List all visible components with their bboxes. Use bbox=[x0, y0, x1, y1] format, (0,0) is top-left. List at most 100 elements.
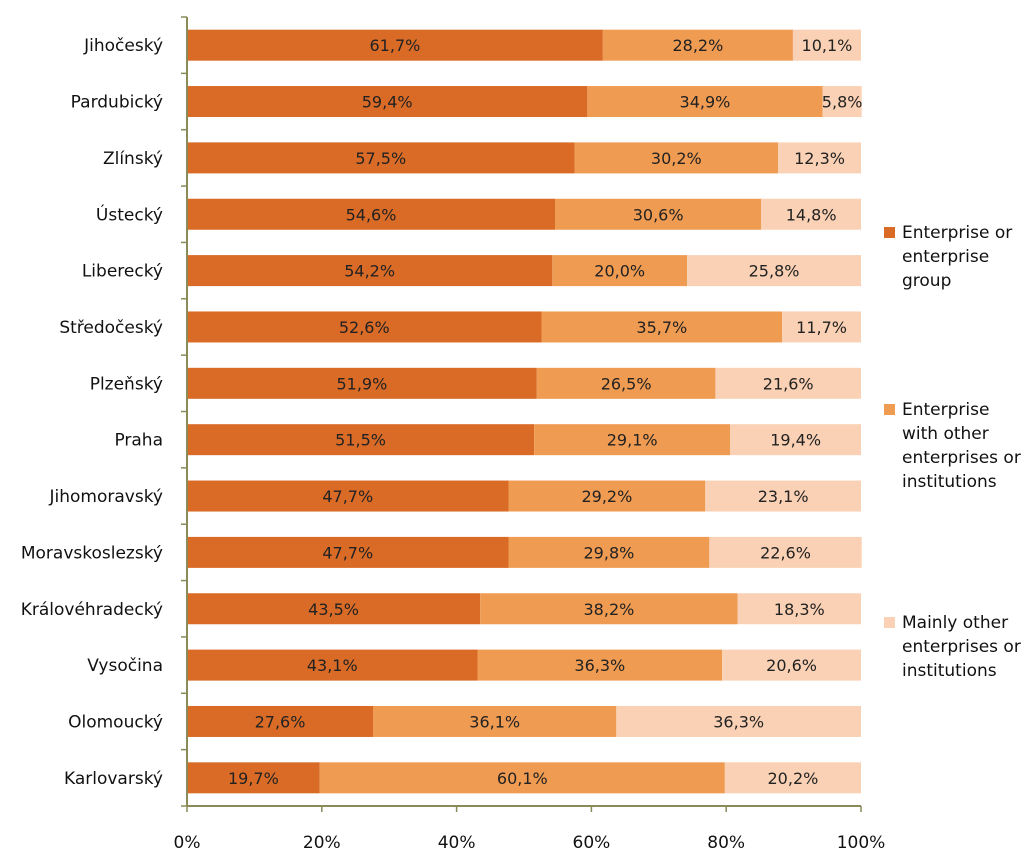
data-label: 35,7% bbox=[636, 318, 687, 337]
category-label: Jihočeský bbox=[83, 36, 163, 56]
legend-entry-text: institutions bbox=[902, 472, 997, 492]
bar-segment bbox=[709, 536, 862, 568]
bar-segment bbox=[187, 198, 556, 230]
data-label: 28,2% bbox=[672, 36, 723, 55]
data-label: 38,2% bbox=[584, 600, 635, 619]
data-label: 30,2% bbox=[651, 149, 702, 168]
category-label: Karlovarský bbox=[64, 769, 163, 789]
bar-segment bbox=[705, 480, 861, 512]
bar-segment bbox=[187, 649, 478, 681]
data-label: 36,1% bbox=[469, 712, 520, 731]
legend-swatch bbox=[884, 617, 895, 628]
bar-segment bbox=[778, 142, 861, 174]
legend-entry-text: enterprises or bbox=[902, 448, 1021, 468]
data-label: 30,6% bbox=[633, 205, 684, 224]
category-label: Pardubický bbox=[71, 93, 163, 113]
data-label: 47,7% bbox=[322, 487, 373, 506]
data-label: 60,1% bbox=[497, 769, 548, 788]
category-label: Jihomoravský bbox=[49, 487, 164, 507]
data-label: 14,8% bbox=[786, 205, 837, 224]
bar-segment bbox=[602, 29, 793, 61]
bar-segment bbox=[187, 593, 481, 625]
bar-segment bbox=[187, 29, 603, 61]
data-label: 23,1% bbox=[758, 487, 809, 506]
data-label: 36,3% bbox=[713, 712, 764, 731]
data-label: 36,3% bbox=[574, 656, 625, 675]
bar-segment bbox=[187, 705, 374, 737]
bar-segment bbox=[687, 255, 861, 287]
bar-segment bbox=[187, 255, 553, 287]
data-label: 10,1% bbox=[802, 36, 853, 55]
legend-entry-text: enterprise bbox=[902, 247, 989, 267]
bar-segment bbox=[792, 29, 861, 61]
data-label: 51,9% bbox=[336, 374, 387, 393]
x-tick-label: 20% bbox=[303, 833, 341, 853]
category-label: Olomoucký bbox=[68, 712, 163, 732]
data-label: 20,2% bbox=[768, 769, 819, 788]
category-label: Liberecký bbox=[82, 262, 163, 282]
bar-segment bbox=[508, 480, 706, 512]
data-label: 47,7% bbox=[322, 543, 373, 562]
data-label: 19,4% bbox=[770, 431, 821, 450]
bar-segment bbox=[730, 424, 861, 456]
data-label: 26,5% bbox=[601, 374, 652, 393]
legend-entry-text: institutions bbox=[902, 661, 997, 681]
data-label: 20,6% bbox=[766, 656, 817, 675]
category-label: Moravskoslezský bbox=[21, 543, 163, 563]
bar-segment bbox=[715, 367, 861, 399]
bar-segment bbox=[616, 705, 861, 737]
legend-swatch bbox=[884, 404, 895, 415]
x-tick-label: 60% bbox=[573, 833, 611, 853]
bar-segment bbox=[761, 198, 861, 230]
data-label: 29,1% bbox=[607, 431, 658, 450]
data-label: 34,9% bbox=[680, 93, 731, 112]
bar-segment bbox=[187, 86, 588, 118]
bar-segment bbox=[737, 593, 861, 625]
x-tick-label: 0% bbox=[174, 833, 201, 853]
data-label: 52,6% bbox=[339, 318, 390, 337]
bar-segment bbox=[534, 424, 731, 456]
legend-entry-text: enterprises or bbox=[902, 637, 1021, 657]
bar-segment bbox=[187, 536, 509, 568]
bar-segment bbox=[477, 649, 723, 681]
bar-segment bbox=[373, 705, 617, 737]
bar-segment bbox=[187, 424, 535, 456]
legend-entry-text: with other bbox=[902, 424, 989, 444]
data-label: 43,5% bbox=[308, 600, 359, 619]
category-label: Vysočina bbox=[87, 656, 163, 676]
data-label: 29,2% bbox=[581, 487, 632, 506]
data-label: 20,0% bbox=[594, 262, 645, 281]
data-label: 54,6% bbox=[346, 205, 397, 224]
legend-entry-text: Enterprise or bbox=[902, 223, 1012, 243]
bar-segment bbox=[187, 762, 320, 794]
data-label: 51,5% bbox=[335, 431, 386, 450]
bar-segment bbox=[552, 255, 688, 287]
data-label: 19,7% bbox=[228, 769, 279, 788]
bar-segment bbox=[822, 86, 862, 118]
data-label: 43,1% bbox=[307, 656, 358, 675]
category-label: Ústecký bbox=[96, 203, 163, 225]
legend-entry-text: Enterprise bbox=[902, 400, 989, 420]
legend-entry-text: Mainly other bbox=[902, 613, 1008, 633]
data-label: 59,4% bbox=[362, 93, 413, 112]
bar-segment bbox=[187, 367, 537, 399]
bar-segment bbox=[508, 536, 710, 568]
category-label: Zlínský bbox=[103, 149, 163, 169]
bar-segment bbox=[722, 649, 861, 681]
bar-segment bbox=[574, 142, 779, 174]
data-label: 22,6% bbox=[760, 543, 811, 562]
data-label: 5,8% bbox=[822, 93, 863, 112]
bar-segment bbox=[187, 311, 542, 343]
category-label: Královéhradecký bbox=[21, 600, 163, 620]
x-tick-label: 100% bbox=[837, 833, 886, 853]
category-label: Plzeňský bbox=[90, 374, 163, 394]
category-label: Praha bbox=[114, 431, 163, 451]
data-label: 29,8% bbox=[584, 543, 635, 562]
bar-segment bbox=[587, 86, 823, 118]
bar-segment bbox=[187, 480, 509, 512]
data-label: 11,7% bbox=[796, 318, 847, 337]
bar-segment bbox=[319, 762, 725, 794]
data-label: 27,6% bbox=[255, 712, 306, 731]
data-label: 21,6% bbox=[763, 374, 814, 393]
